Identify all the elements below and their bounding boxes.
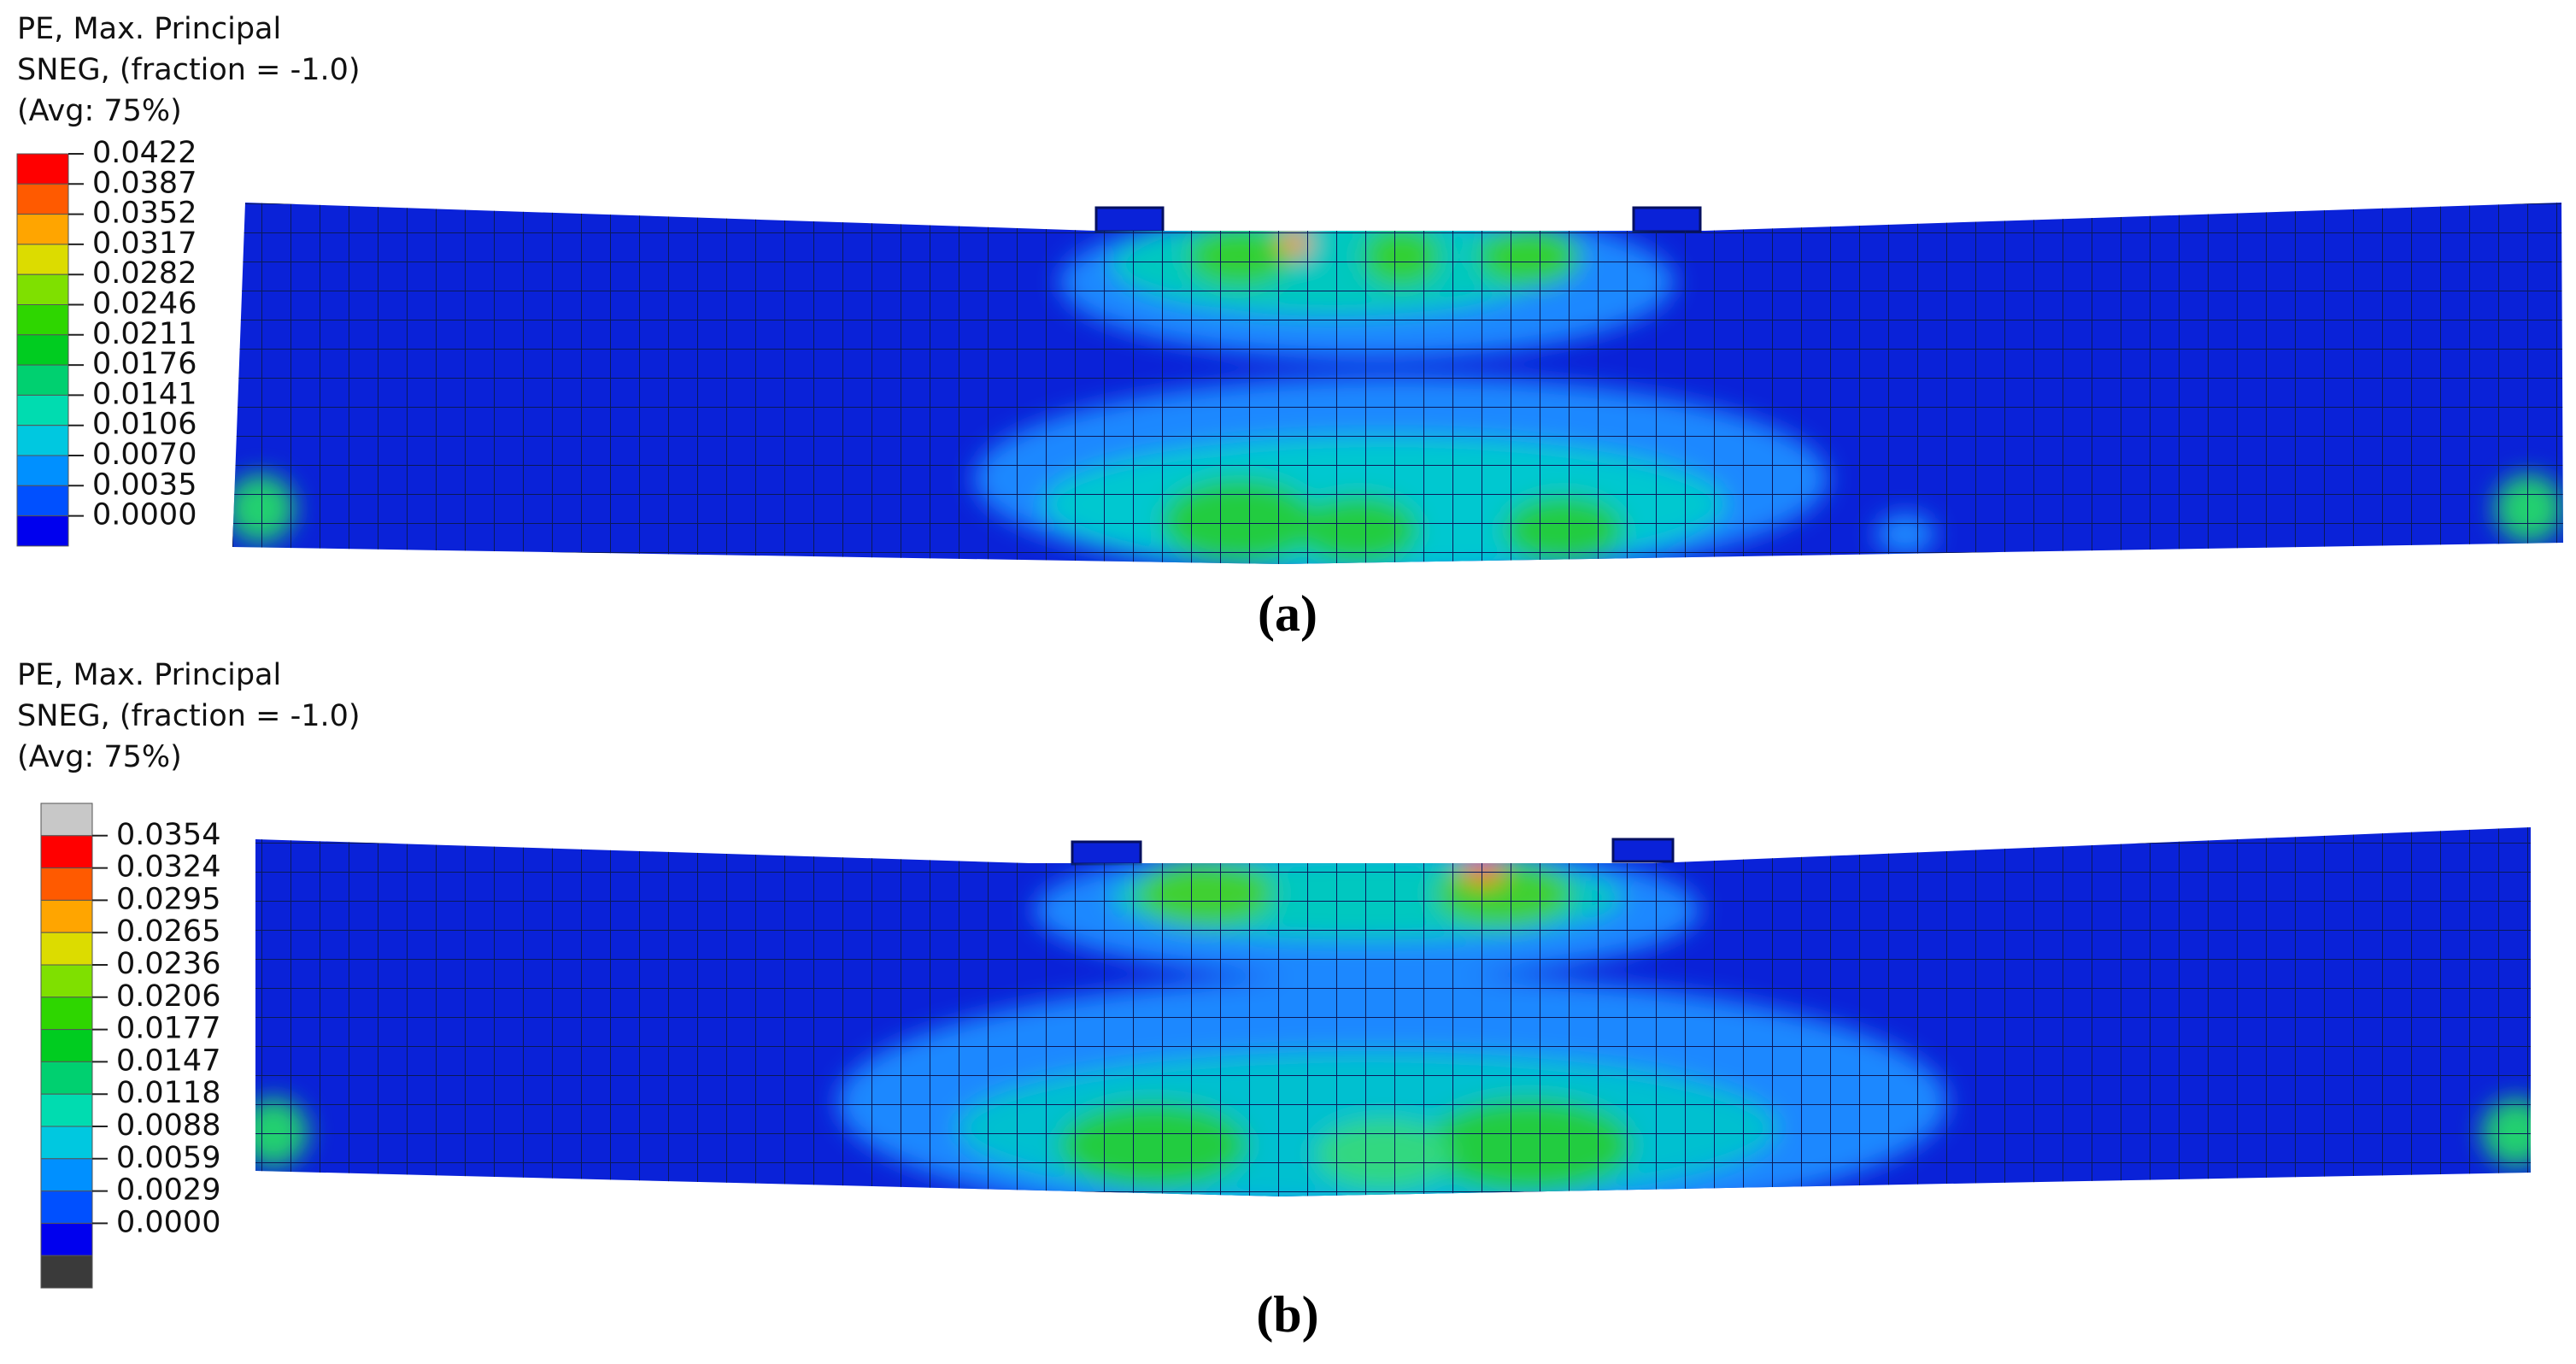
legend-swatch (40, 964, 93, 998)
legend-swatch (16, 515, 69, 547)
legend-label: 0.0387 (92, 166, 197, 200)
legend-label: 0.0147 (116, 1044, 220, 1078)
legend-swatch (40, 997, 93, 1031)
panel: PE, Max. Principal SNEG, (fraction = -1.0… (16, 12, 2563, 642)
legend-label: 0.0206 (116, 979, 220, 1014)
legend-swatch (16, 334, 69, 366)
legend-label: 0.0352 (92, 197, 197, 231)
legend-swatch (40, 835, 93, 869)
legend-swatch (16, 364, 69, 396)
legend-swatch (40, 1093, 93, 1127)
beam (255, 827, 2531, 1196)
caption: (b) (1256, 1286, 1318, 1343)
legend-label: 0.0029 (116, 1173, 220, 1208)
legend-label: 0.0000 (116, 1205, 220, 1239)
legend-swatch (16, 394, 69, 426)
legend-swatch (16, 304, 69, 336)
panel: PE, Max. Principal SNEG, (fraction = -1.0… (17, 658, 2531, 1343)
support-plate (1611, 838, 1675, 863)
legend-swatch (40, 1126, 93, 1160)
legend-label: 0.0295 (116, 882, 220, 916)
legend-swatch (16, 244, 69, 275)
legend-title: (Avg: 75%) (17, 740, 182, 774)
legend-swatch (40, 1158, 93, 1192)
legend-swatch (40, 899, 93, 933)
legend-swatch (40, 1029, 93, 1062)
legend-title: PE, Max. Principal (17, 658, 281, 692)
support-plate (1094, 206, 1165, 233)
legend-title: PE, Max. Principal (17, 12, 281, 46)
legend-label: 0.0088 (116, 1108, 220, 1143)
legend-label: 0.0211 (92, 317, 197, 351)
caption: (a) (1258, 585, 1317, 642)
legend-label: 0.0106 (92, 408, 197, 442)
legend-swatch (40, 867, 93, 901)
legend-swatch (40, 1255, 93, 1289)
mesh (232, 203, 2563, 564)
legend-label: 0.0354 (116, 818, 220, 852)
legend-label: 0.0176 (92, 347, 197, 381)
legend-label: 0.0177 (116, 1012, 220, 1046)
legend-label: 0.0317 (92, 226, 197, 261)
legend-title: (Avg: 75%) (17, 94, 182, 128)
legend-label: 0.0236 (116, 947, 220, 981)
legend-label: 0.0141 (92, 377, 197, 411)
beam (232, 203, 2563, 564)
legend-swatch (16, 183, 69, 215)
legend-swatch (40, 1222, 93, 1256)
legend-label: 0.0118 (116, 1076, 220, 1110)
support-plate (1071, 840, 1142, 866)
legend-swatch (16, 485, 69, 517)
legend-swatch (16, 214, 69, 245)
legend-label: 0.0000 (92, 498, 197, 532)
legend-swatch (16, 425, 69, 456)
legend-label: 0.0265 (116, 914, 220, 949)
legend-label: 0.0059 (116, 1141, 220, 1175)
legend-swatch (40, 803, 93, 837)
mesh (255, 827, 2531, 1196)
legend-title: SNEG, (fraction = -1.0) (17, 699, 361, 733)
legend-label: 0.0035 (92, 467, 197, 502)
legend-title: SNEG, (fraction = -1.0) (17, 53, 361, 87)
legend-label: 0.0246 (92, 287, 197, 321)
legend-swatch (40, 1191, 93, 1224)
support-plate (1632, 206, 1702, 233)
legend-swatch (40, 1061, 93, 1095)
legend-label: 0.0422 (92, 136, 197, 170)
legend-swatch (16, 455, 69, 486)
legend-swatch (16, 153, 69, 185)
legend-label: 0.0324 (116, 850, 220, 885)
legend-swatch (40, 932, 93, 966)
legend-swatch (16, 273, 69, 306)
legend-label: 0.0282 (92, 256, 197, 291)
legend-label: 0.0070 (92, 438, 197, 472)
